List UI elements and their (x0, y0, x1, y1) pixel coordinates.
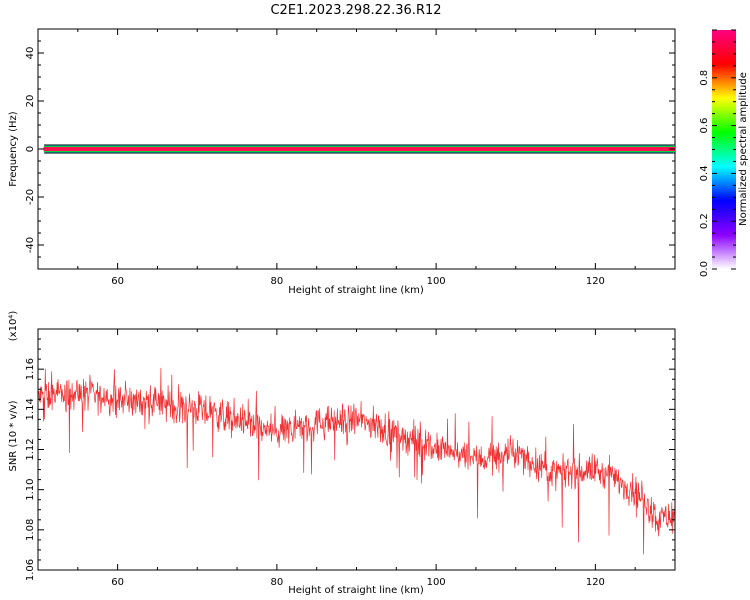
y-tick-label: 1.06 (25, 559, 36, 581)
y-tick-label: -40 (25, 237, 36, 253)
x-tick-label: 60 (111, 276, 124, 287)
snr-y-ticks: 1.06 1.08 1.10 1.12 1.14 1.16 (25, 328, 675, 581)
snr-ylabel: SNR (10 * v/v) (8, 400, 19, 471)
x-tick-label: 80 (271, 577, 284, 588)
spectrogram-ylabel: Frequency (Hz) (8, 111, 19, 187)
colorbar-label: Normalized spectral amplitude (738, 72, 749, 226)
x-tick-label: 120 (586, 577, 605, 588)
colorbar-tick-label: 0.0 (699, 261, 710, 277)
spectrogram-band (43, 144, 675, 154)
colorbar-tick-label: 0.6 (699, 118, 710, 134)
spectrogram-panel: 60 80 100 120 -40 -20 0 20 40 Height of straigh… (8, 28, 676, 296)
y-tick-label: 20 (25, 95, 36, 108)
spectrogram-x-ticks: 60 80 100 120 (37, 29, 676, 287)
snr-frame (38, 329, 675, 570)
y-tick-label: 1.08 (25, 519, 36, 541)
y-tick-label: 1.14 (25, 398, 36, 420)
colorbar-tick-label: 0.2 (699, 213, 710, 229)
x-tick-label: 60 (111, 577, 124, 588)
snr-scale-label: (x10⁴) (8, 311, 19, 342)
y-tick-label: -20 (25, 189, 36, 205)
snr-xlabel: Height of straight line (km) (288, 585, 424, 596)
spectrogram-y-ticks: -40 -20 0 20 40 (25, 28, 675, 270)
snr-series-line (37, 367, 676, 555)
y-tick-label: 1.10 (25, 479, 36, 501)
x-tick-label: 100 (427, 577, 446, 588)
x-tick-label: 120 (586, 276, 605, 287)
y-tick-label: 40 (25, 47, 36, 60)
colorbar-tick-label: 0.4 (699, 165, 710, 181)
snr-x-ticks: 60 80 100 120 (37, 329, 676, 588)
x-tick-label: 100 (427, 276, 446, 287)
colorbar-ticks: 0.0 0.2 0.4 0.6 0.8 (699, 29, 736, 277)
snr-panel: 60 80 100 120 1.06 1.08 1.10 1.12 1.14 1.16 Heig… (8, 311, 676, 596)
chart-title: C2E1.2023.298.22.36.R12 (270, 3, 441, 18)
colorbar: 0.0 0.2 0.4 0.6 0.8 Normalized spectral ampl… (699, 29, 749, 277)
spectrogram-xlabel: Height of straight line (km) (288, 285, 424, 296)
y-tick-label: 0 (25, 146, 36, 152)
colorbar-tick-label: 0.8 (699, 70, 710, 86)
band-red-core (44, 147, 675, 151)
y-tick-label: 1.12 (25, 438, 36, 460)
x-tick-label: 80 (271, 276, 284, 287)
colorbar-gradient (712, 30, 736, 269)
y-tick-label: 1.16 (25, 358, 36, 380)
